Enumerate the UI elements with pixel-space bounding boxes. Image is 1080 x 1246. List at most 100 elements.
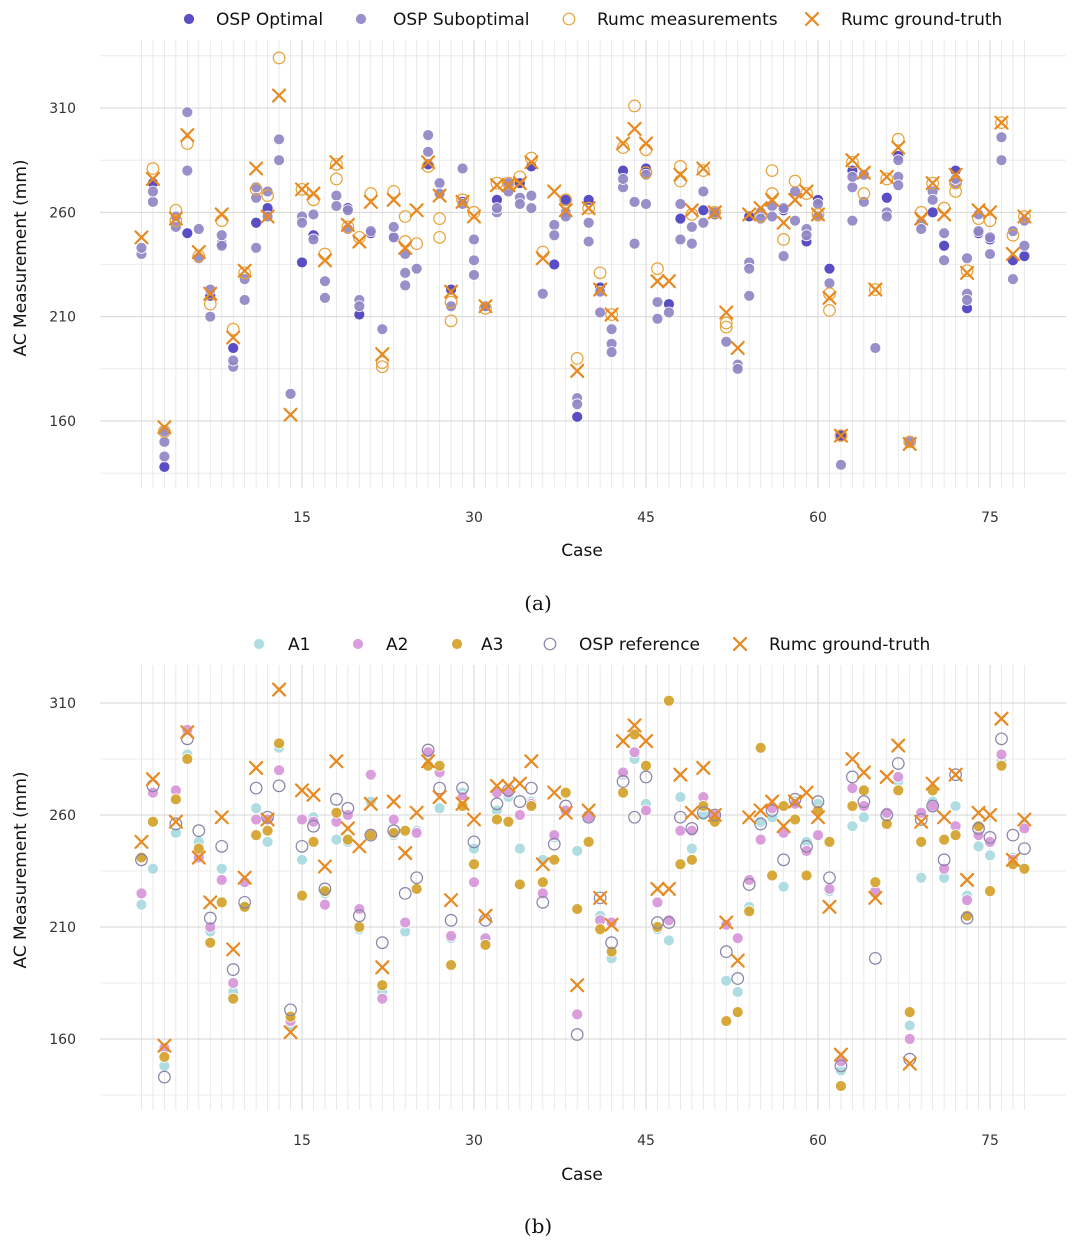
- point-a2: [341, 809, 354, 821]
- point-osp-suboptimal: [720, 335, 733, 348]
- point-rumc-ground-truth: [581, 201, 596, 216]
- point-osp-optimal: [181, 227, 194, 240]
- point-a2: [628, 746, 641, 759]
- point-rumc-measurements: [995, 116, 1008, 130]
- point-a1: [330, 833, 343, 846]
- point-osp-reference: [364, 828, 378, 842]
- point-osp-suboptimal: [789, 214, 801, 227]
- point-osp-suboptimal: [387, 231, 400, 244]
- point-rumc-ground-truth: [432, 789, 447, 805]
- point-rumc-measurements: [616, 141, 630, 155]
- point-a3: [250, 829, 263, 842]
- point-rumc-ground-truth: [868, 282, 883, 297]
- point-rumc-ground-truth: [375, 347, 390, 362]
- point-a2: [892, 771, 905, 783]
- point-osp-reference: [375, 936, 389, 950]
- point-osp-suboptimal: [880, 210, 893, 223]
- point-osp-suboptimal: [445, 300, 457, 313]
- point-rumc-ground-truth: [535, 857, 550, 872]
- point-a3: [984, 885, 996, 898]
- point-osp-reference: [341, 801, 355, 815]
- point-rumc-ground-truth: [948, 767, 963, 782]
- legend-label-rumc-measurements: Rumc measurements: [597, 10, 778, 30]
- point-a2: [640, 804, 652, 817]
- grid-b: [100, 665, 1066, 1110]
- point-a3: [456, 800, 469, 812]
- point-rumc-ground-truth: [558, 805, 573, 820]
- point-osp-suboptimal: [376, 323, 389, 336]
- point-rumc-ground-truth: [409, 203, 424, 218]
- point-a3: [227, 992, 240, 1005]
- point-rumc-measurements: [249, 182, 263, 196]
- point-osp-suboptimal: [513, 198, 526, 210]
- point-a2: [754, 833, 767, 846]
- point-a3: [766, 869, 779, 882]
- y-tick-label: 260: [49, 205, 76, 221]
- point-rumc-ground-truth: [707, 807, 722, 823]
- point-osp-suboptimal: [468, 254, 480, 267]
- point-osp-suboptimal: [857, 168, 870, 181]
- point-a2: [147, 786, 159, 799]
- point-osp-suboptimal: [158, 435, 171, 448]
- point-rumc-measurements: [180, 137, 194, 150]
- point-osp-suboptimal: [410, 262, 423, 275]
- point-rumc-ground-truth: [730, 953, 745, 968]
- point-rumc-ground-truth: [593, 282, 608, 297]
- point-rumc-ground-truth: [432, 188, 447, 203]
- point-rumc-ground-truth: [501, 778, 516, 793]
- point-osp-suboptimal: [307, 208, 320, 221]
- point-rumc-ground-truth: [421, 155, 436, 170]
- point-osp-reference: [203, 911, 217, 925]
- point-a3: [525, 800, 538, 812]
- legend-key-a2: [352, 638, 364, 650]
- point-osp-suboptimal: [536, 287, 549, 300]
- point-osp-reference: [467, 835, 481, 849]
- point-a2: [468, 876, 480, 889]
- point-rumc-ground-truth: [994, 115, 1009, 130]
- point-rumc-ground-truth: [466, 209, 482, 224]
- point-a3: [410, 883, 423, 895]
- point-osp-reference: [135, 853, 148, 867]
- point-a3: [777, 800, 790, 812]
- point-rumc-ground-truth: [615, 136, 631, 151]
- point-rumc-ground-truth: [604, 917, 619, 932]
- point-a2: [399, 916, 412, 929]
- point-a1: [147, 862, 159, 875]
- y-axis-label-b: AC Measurement (mm): [11, 771, 31, 968]
- point-a3: [674, 858, 687, 871]
- point-a3: [720, 1015, 733, 1027]
- point-osp-reference: [731, 972, 745, 985]
- point-rumc-measurements: [708, 205, 722, 219]
- point-rumc-measurements: [261, 189, 275, 203]
- point-osp-suboptimal: [938, 227, 951, 240]
- point-a2: [410, 827, 423, 839]
- point-rumc-measurements: [754, 210, 768, 223]
- point-a3: [880, 818, 893, 830]
- point-rumc-ground-truth: [180, 128, 195, 143]
- point-a2: [1018, 822, 1031, 835]
- point-rumc-ground-truth: [352, 234, 367, 249]
- point-rumc-measurements: [685, 208, 699, 221]
- point-osp-reference: [593, 891, 607, 905]
- point-rumc-measurements: [960, 264, 974, 278]
- point-osp-suboptimal: [399, 279, 412, 292]
- point-osp-reference: [926, 799, 940, 813]
- point-a3: [800, 869, 813, 882]
- point-osp-suboptimal: [273, 133, 285, 146]
- point-a3: [754, 741, 767, 754]
- point-osp-suboptimal: [685, 237, 698, 250]
- point-osp-reference: [972, 822, 985, 835]
- point-rumc-measurements: [949, 176, 962, 190]
- point-a3: [605, 945, 618, 958]
- point-rumc-ground-truth: [799, 184, 814, 199]
- point-rumc-measurements: [949, 185, 962, 198]
- y-tick-label: 260: [49, 808, 76, 824]
- point-a3: [731, 1006, 744, 1019]
- point-a3: [582, 835, 595, 848]
- point-a2: [789, 797, 801, 810]
- point-osp-optimal: [227, 342, 240, 354]
- data-points-b: [134, 682, 1032, 1092]
- point-osp-reference: [800, 839, 813, 853]
- point-osp-optimal: [743, 210, 756, 223]
- point-rumc-ground-truth: [157, 1038, 172, 1053]
